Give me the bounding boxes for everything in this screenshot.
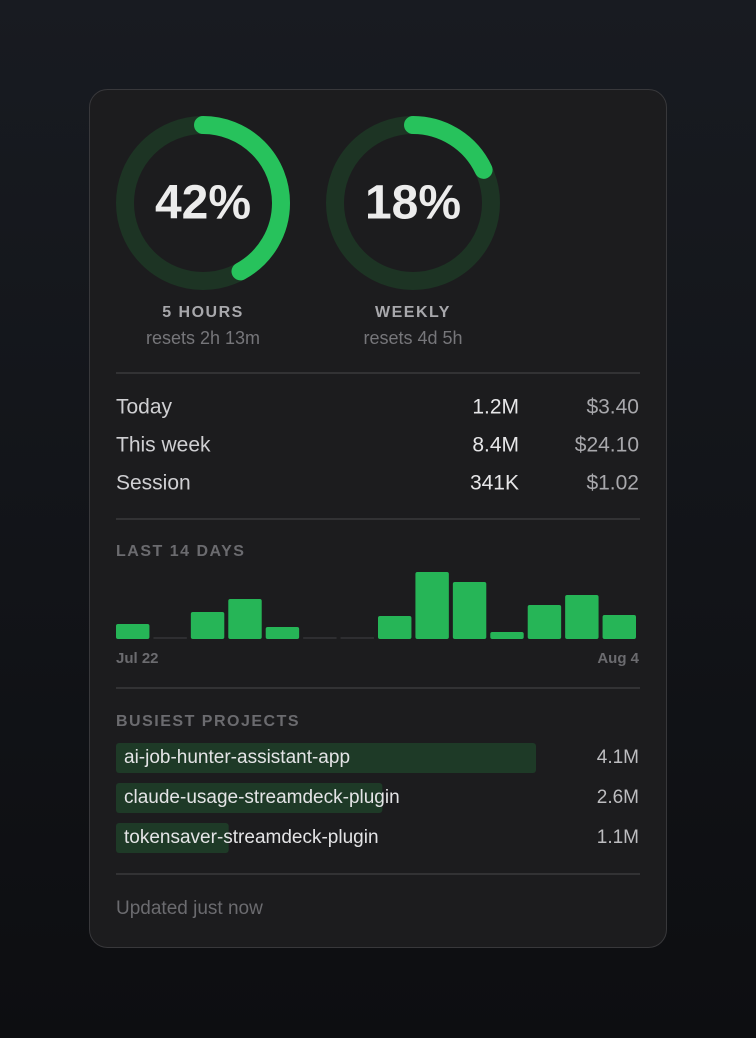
gauge-arc bbox=[116, 116, 290, 290]
axis-label: Aug 4 bbox=[597, 650, 639, 667]
bar bbox=[303, 637, 337, 639]
gauge-title: 5 HOURS bbox=[162, 304, 244, 321]
row-label: This week bbox=[116, 434, 211, 457]
project-bar bbox=[116, 823, 229, 853]
project-name: claude-usage-streamdeck-plugin bbox=[124, 787, 400, 808]
project-name: ai-job-hunter-assistant-app bbox=[124, 747, 350, 768]
axis-label: Jul 22 bbox=[116, 650, 159, 667]
row-cost: $24.10 bbox=[575, 434, 639, 457]
bar bbox=[565, 595, 599, 639]
project-name: tokensaver-streamdeck-plugin bbox=[124, 827, 379, 848]
row-label: Today bbox=[116, 396, 173, 419]
footer: Updated just now bbox=[116, 898, 263, 919]
project-value: 2.6M bbox=[597, 787, 639, 808]
bar bbox=[228, 599, 262, 639]
gauge-arc bbox=[326, 116, 500, 290]
row-tokens: 341K bbox=[470, 472, 519, 495]
bar bbox=[415, 572, 449, 639]
project-bar bbox=[116, 743, 536, 773]
bar bbox=[153, 637, 187, 639]
bar bbox=[190, 612, 225, 639]
section-title: LAST 14 DAYS bbox=[116, 543, 245, 560]
bar bbox=[340, 637, 374, 639]
bar bbox=[452, 582, 487, 639]
gauge-value: 42% bbox=[155, 177, 251, 230]
bar bbox=[378, 616, 412, 639]
row-tokens: 8.4M bbox=[472, 434, 519, 457]
bar bbox=[116, 624, 150, 639]
bar bbox=[602, 615, 636, 639]
project-bar bbox=[116, 783, 383, 813]
bar bbox=[490, 632, 524, 639]
row-cost: $3.40 bbox=[586, 396, 639, 419]
row-cost: $1.02 bbox=[586, 472, 639, 495]
gauge-title: WEEKLY bbox=[375, 304, 451, 321]
row-tokens: 1.2M bbox=[472, 396, 519, 419]
gauge-value: 18% bbox=[365, 177, 461, 230]
row-label: Session bbox=[116, 472, 191, 495]
bar bbox=[265, 627, 300, 639]
bar bbox=[527, 605, 562, 639]
project-value: 1.1M bbox=[597, 827, 639, 848]
gauge-subtitle: resets 4d 5h bbox=[363, 328, 462, 348]
project-value: 4.1M bbox=[597, 747, 639, 768]
section-title: BUSIEST PROJECTS bbox=[116, 713, 300, 730]
gauge-subtitle: resets 2h 13m bbox=[146, 328, 260, 348]
